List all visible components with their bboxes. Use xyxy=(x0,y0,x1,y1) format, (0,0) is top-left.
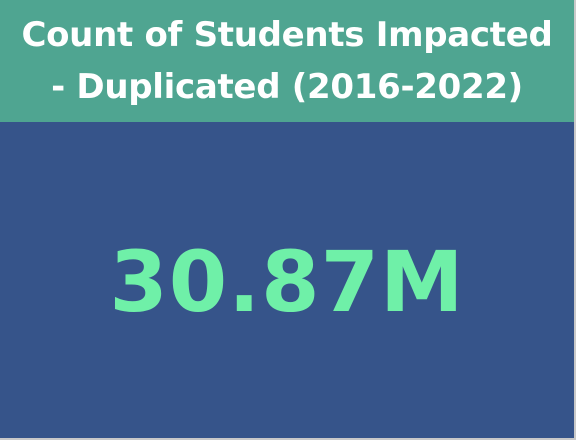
card-value-area: 30.87M xyxy=(0,122,574,438)
card-title: Count of Students Impacted - Duplicated … xyxy=(21,15,553,107)
kpi-value: 30.87M xyxy=(109,233,465,331)
card-header: Count of Students Impacted - Duplicated … xyxy=(0,0,574,122)
